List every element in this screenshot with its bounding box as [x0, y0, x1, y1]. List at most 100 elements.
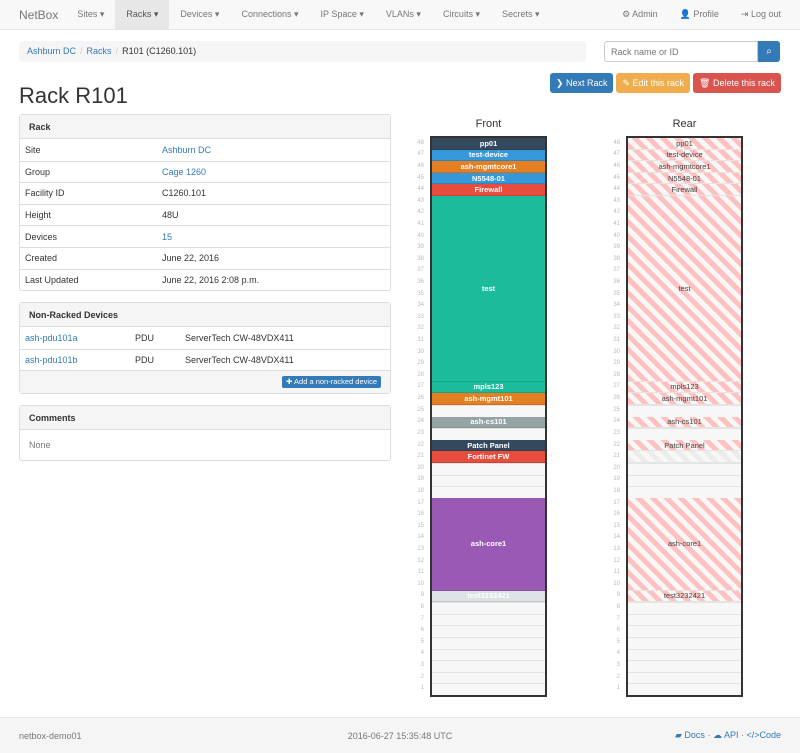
api-link[interactable]: API	[723, 730, 739, 740]
nav-item-secrets[interactable]: Secrets ▾	[501, 9, 540, 19]
empty-unit[interactable]	[628, 636, 741, 649]
rack-device[interactable]: ash-mgmt101	[432, 393, 545, 405]
rack-device[interactable]: test	[432, 196, 545, 382]
rack-device[interactable]: Firewall	[628, 184, 741, 196]
unit-number: 5	[616, 638, 620, 645]
attribute-value[interactable]: Cage 1260	[162, 166, 207, 177]
rack-device[interactable]: N5548-01	[432, 172, 545, 185]
unit-number: 34	[613, 302, 620, 309]
nav-logout-link[interactable]: ⇥ Log out	[740, 9, 781, 19]
rack-device[interactable]: ash-mgmtcore1	[628, 161, 741, 173]
rack-device[interactable]: pp01	[432, 138, 545, 150]
rack-device[interactable]: ash-cs101	[432, 416, 545, 429]
empty-unit[interactable]	[628, 486, 741, 498]
nav-item-sites[interactable]: Sites ▾	[77, 9, 105, 19]
breadcrumb-site[interactable]: Ashburn DC	[27, 46, 77, 56]
empty-unit[interactable]	[628, 648, 741, 661]
nav-item-circuits[interactable]: Circuits ▾	[442, 9, 480, 19]
rack-device[interactable]: test	[628, 196, 741, 382]
nav-item-racks[interactable]: Racks ▾	[115, 0, 170, 29]
attribute-value[interactable]: Ashburn DC	[162, 144, 212, 155]
empty-unit[interactable]	[628, 660, 741, 672]
empty-unit[interactable]	[432, 474, 545, 487]
comments-panel: Comments None	[19, 405, 391, 461]
code-link[interactable]: </>Code	[746, 730, 781, 740]
rack-device[interactable]: ash-mgmt101	[628, 393, 741, 405]
rack-device[interactable]: ash-core1	[628, 497, 741, 591]
device-link[interactable]: ash-pdu101a	[25, 332, 78, 343]
search-button[interactable]: ⌕	[758, 41, 780, 62]
empty-unit[interactable]	[432, 625, 545, 637]
rack-attribute-row: Devices 15	[20, 225, 390, 247]
rack-device[interactable]: test3232421	[432, 590, 545, 603]
rack-device[interactable]: mpls123	[628, 381, 741, 394]
rack-device[interactable]: ash-mgmtcore1	[432, 161, 545, 173]
device-link[interactable]: ash-pdu101b	[25, 354, 78, 365]
empty-unit[interactable]	[628, 428, 741, 440]
attribute-value[interactable]: 15	[162, 231, 173, 242]
rack-device[interactable]: test3232421	[628, 590, 741, 603]
nav-item-connections[interactable]: Connections ▾	[241, 9, 299, 19]
unit-number: 14	[613, 534, 620, 541]
unit-number: 32	[613, 325, 620, 332]
rack-device[interactable]: mpls123	[432, 381, 545, 394]
empty-unit[interactable]	[432, 613, 545, 626]
nav-profile-link[interactable]: 👤 Profile	[679, 9, 719, 19]
nav-admin-link[interactable]: ⚙ Admin	[622, 9, 658, 19]
unit-number: 45	[417, 174, 424, 181]
empty-unit[interactable]	[628, 625, 741, 637]
attribute-label: Devices	[25, 231, 58, 242]
unit-number: 29	[417, 360, 424, 367]
rack-rear: Rear pp01 test-device ash-mgmtcore1 N5548-0…	[612, 118, 743, 697]
unit-number: 41	[613, 221, 620, 228]
empty-unit[interactable]	[432, 404, 545, 417]
rack-device[interactable]: test-device	[432, 149, 545, 162]
rack-device[interactable]: test-device	[628, 149, 741, 162]
unit-number: 29	[613, 360, 620, 367]
rack-device[interactable]: pp01	[628, 138, 741, 150]
empty-unit[interactable]	[432, 660, 545, 672]
delete-rack-button[interactable]: 🗑 Delete this rack	[693, 73, 781, 93]
rack-device[interactable]: N5548-01	[628, 172, 741, 185]
docs-link[interactable]: Docs	[684, 730, 705, 740]
add-non-racked-device-button[interactable]: ✚ Add a non-racked device	[282, 376, 381, 389]
empty-unit[interactable]	[432, 683, 545, 695]
empty-unit[interactable]	[432, 671, 545, 684]
edit-rack-button[interactable]: ✎ Edit this rack	[616, 73, 691, 93]
rack-device[interactable]: Firewall	[432, 184, 545, 196]
rack-device[interactable]: Patch Panel	[432, 439, 545, 452]
attribute-label: Group	[25, 166, 51, 177]
rack-device[interactable]: ash-core1	[432, 497, 545, 591]
next-rack-button[interactable]: ❯ Next Rack	[549, 73, 614, 93]
empty-unit[interactable]	[432, 486, 545, 498]
brand-logo[interactable]: NetBox	[19, 7, 59, 22]
empty-unit[interactable]	[628, 474, 741, 487]
empty-unit[interactable]	[628, 602, 741, 614]
nav-item-ipspace[interactable]: IP Space ▾	[320, 9, 364, 19]
empty-unit[interactable]	[628, 462, 741, 475]
rack-device[interactable]: Patch Panel	[628, 439, 741, 452]
empty-unit[interactable]	[432, 636, 545, 649]
breadcrumb: Ashburn DC / Racks / R101 (C1260.101)	[19, 41, 586, 62]
unit-number: 12	[613, 557, 620, 564]
device-label: test3232421	[663, 591, 706, 601]
breadcrumb-racks[interactable]: Racks	[86, 46, 112, 56]
unit-number: 26	[417, 395, 424, 402]
empty-unit[interactable]	[628, 671, 741, 684]
empty-unit[interactable]	[432, 462, 545, 475]
rack-device[interactable]: ash-cs101	[628, 416, 741, 429]
rack-search-input[interactable]	[604, 41, 758, 62]
rack-device[interactable]: Fortinet FW	[432, 451, 545, 463]
empty-unit[interactable]	[432, 602, 545, 614]
nav-item-devices[interactable]: Devices ▾	[180, 9, 220, 19]
empty-unit[interactable]	[432, 428, 545, 440]
reserved-unit[interactable]	[628, 451, 741, 463]
nav-item-vlans[interactable]: VLANs ▾	[385, 9, 421, 19]
empty-unit[interactable]	[432, 648, 545, 661]
unit-number: 17	[417, 499, 424, 506]
empty-unit[interactable]	[628, 404, 741, 417]
unit-number: 33	[613, 313, 620, 320]
unit-number: 10	[417, 580, 424, 587]
empty-unit[interactable]	[628, 683, 741, 695]
empty-unit[interactable]	[628, 613, 741, 626]
